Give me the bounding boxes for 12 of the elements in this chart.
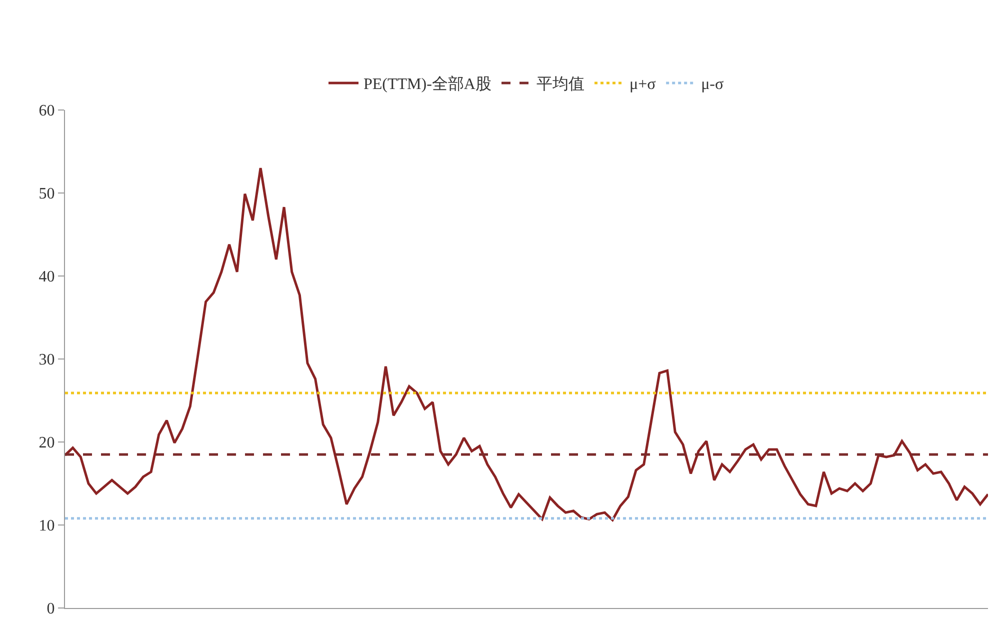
legend-label: μ-σ [701, 76, 724, 94]
line-series [65, 166, 988, 522]
y-tick-label: 20 [38, 434, 55, 452]
y-tick-label: 50 [38, 186, 55, 203]
y-tick-label: 0 [46, 600, 55, 618]
legend-label: μ+σ [629, 76, 656, 94]
y-tick-label: 40 [38, 268, 55, 286]
legend-label: PE(TTM)-全部A股 [364, 75, 492, 94]
y-tick-label: 10 [38, 518, 55, 535]
legend-label: 平均值 [536, 76, 584, 94]
y-tick-label: 30 [38, 352, 55, 369]
y-tick-label: 60 [38, 102, 55, 120]
